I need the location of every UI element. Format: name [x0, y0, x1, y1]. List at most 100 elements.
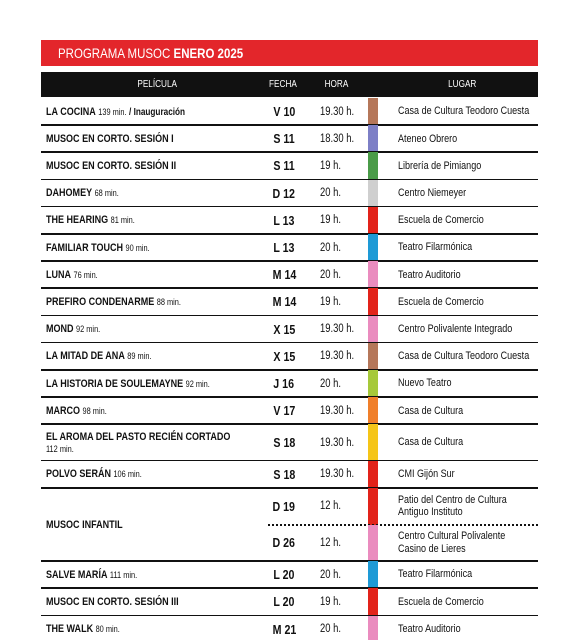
time-cell: 19.30 h. [320, 343, 365, 370]
date-cell: D 19 [258, 488, 310, 525]
color-bar [368, 561, 378, 589]
film-title: LA MITAD DE ANA [46, 350, 125, 363]
date-cell: S 18 [258, 424, 310, 461]
place-cell: Centro Polivalente Integrado [398, 316, 538, 343]
time: 19.30 h. [320, 404, 355, 417]
place-line: Teatro Auditorio [398, 268, 461, 281]
column-label: HORA [311, 72, 361, 97]
film-cell: EL AROMA DEL PASTO RECIÉN CORTADO 112 min… [46, 424, 261, 461]
film-cell: MOND 92 min. [46, 316, 261, 343]
film-cell: SALVE MARÍA 111 min. [46, 561, 261, 588]
place-cell: Teatro Auditorio [398, 616, 538, 640]
place-text: Escuela de Comercio [398, 296, 484, 309]
film-duration: 89 min. [127, 351, 152, 362]
place-line: Casa de Cultura [398, 436, 464, 449]
time-cell: 20 h. [320, 261, 365, 288]
place-line: Escuela de Comercio [398, 214, 484, 227]
time-cell: 19 h. [320, 288, 365, 315]
film-text: THE WALK 80 min. [46, 623, 120, 635]
place-line: Centro Polivalente Integrado [398, 322, 513, 335]
film-text: LUNA 76 min. [46, 269, 98, 281]
time-cell: 20 h. [320, 616, 365, 640]
date-cell: X 15 [258, 316, 310, 343]
time: 20 h. [320, 568, 341, 581]
film-text: MOND 92 min. [46, 323, 100, 335]
place-cell: Escuela de Comercio [398, 207, 538, 234]
color-bar [368, 460, 378, 489]
dotted-separator [268, 523, 538, 526]
color-bar [368, 488, 378, 525]
place-cell: Teatro Filarmónica [398, 234, 538, 261]
title-bar: PROGRAMA MUSOC ENERO 2025 [41, 40, 538, 66]
column-header: PELÍCULA FECHA HORA LUGAR [41, 72, 538, 97]
row-separator [41, 369, 538, 371]
date-cell: M 14 [258, 288, 310, 315]
place-text: Teatro Auditorio [398, 269, 461, 282]
place-text: Centro Niemeyer [398, 187, 466, 200]
date-cell: L 13 [258, 234, 310, 261]
title-bold: ENERO 2025 [173, 45, 244, 61]
date: M 14 [272, 267, 296, 283]
place-cell: Librería de Pimiango [398, 152, 538, 179]
place-text: Teatro Filarmónica [398, 241, 472, 254]
place-cell: Teatro Filarmónica [398, 561, 538, 588]
film-cell: PREFIRO CONDENARME 88 min. [46, 288, 261, 315]
time: 20 h. [320, 623, 341, 636]
title: PROGRAMA MUSOC ENERO 2025 [58, 40, 243, 66]
place-line: Antiguo Instituto [398, 506, 463, 519]
film-cell: LUNA 76 min. [46, 261, 261, 288]
place-text: Escuela de Comercio [398, 596, 484, 609]
film-cell: MUSOC EN CORTO. SESIÓN I [46, 125, 261, 152]
time-cell: 19.30 h. [320, 461, 365, 488]
row-separator [41, 314, 538, 317]
film-cell: MARCO 98 min. [46, 397, 261, 424]
date: X 15 [273, 348, 295, 364]
color-bar [368, 179, 378, 207]
film-text: LA MITAD DE ANA 89 min. [46, 350, 151, 362]
place-cell: Casa de Cultura Teodoro Cuesta [398, 98, 538, 125]
film-title: LA COCINA [46, 105, 96, 118]
film-text: MARCO 98 min. [46, 405, 107, 417]
film-title: THE HEARING [46, 214, 109, 227]
place-text: Casa de Cultura [398, 405, 463, 418]
time-cell: 12 h. [320, 488, 365, 525]
film-duration: 98 min. [82, 405, 107, 416]
color-bar [368, 288, 378, 316]
place-line: Casa de Cultura [398, 404, 464, 417]
color-bar [368, 98, 378, 126]
film-duration: 139 min. [98, 106, 127, 117]
place-cell: Escuela de Comercio [398, 588, 538, 615]
color-bar [368, 261, 378, 289]
film-duration: 68 min. [94, 188, 119, 199]
time: 19 h. [320, 214, 341, 227]
date: S 18 [273, 466, 295, 482]
color-bar [368, 206, 378, 234]
film-duration: 90 min. [125, 242, 150, 253]
place-line: Escuela de Comercio [398, 595, 484, 608]
film-title: DAHOMEY [46, 187, 93, 200]
time-cell: 12 h. [320, 525, 365, 562]
film-text: SALVE MARÍA 111 min. [46, 569, 137, 581]
film-cell: MUSOC INFANTIL [46, 488, 261, 561]
time-cell: 20 h. [320, 561, 365, 588]
place-line: Casa de Cultura Teodoro Cuesta [398, 105, 530, 118]
place-line: Ateneo Obrero [398, 132, 458, 145]
date-cell: S 11 [258, 152, 310, 179]
film-cell: LA HISTORIA DE SOULEMAYNE 92 min. [46, 370, 261, 397]
place-cell: Patio del Centro de Cultura Antiguo Insti… [398, 488, 538, 525]
film-title: MUSOC EN CORTO. SESIÓN II [46, 159, 177, 172]
film-cell: LA MITAD DE ANA 89 min. [46, 343, 261, 370]
place-text: Ateneo Obrero [398, 133, 457, 146]
color-bar [368, 397, 378, 425]
time: 19.30 h. [320, 350, 355, 363]
time-cell: 20 h. [320, 234, 365, 261]
color-bar [368, 615, 378, 640]
film-text: THE HEARING 81 min. [46, 214, 135, 226]
row-separator [41, 151, 538, 153]
color-bar [368, 424, 378, 461]
date: S 11 [273, 131, 295, 147]
film-cell: THE WALK 80 min. [46, 616, 261, 640]
time: 19 h. [320, 595, 341, 608]
time-cell: 18.30 h. [320, 125, 365, 152]
time: 20 h. [320, 241, 341, 254]
